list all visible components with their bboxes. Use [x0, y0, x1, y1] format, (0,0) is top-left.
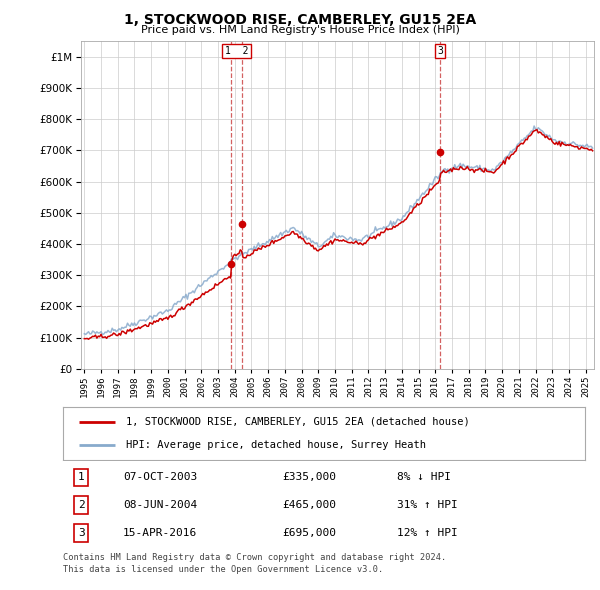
Text: 1, STOCKWOOD RISE, CAMBERLEY, GU15 2EA (detached house): 1, STOCKWOOD RISE, CAMBERLEY, GU15 2EA (… — [125, 417, 469, 427]
Text: Price paid vs. HM Land Registry's House Price Index (HPI): Price paid vs. HM Land Registry's House … — [140, 25, 460, 35]
Text: 31% ↑ HPI: 31% ↑ HPI — [397, 500, 458, 510]
Text: 8% ↓ HPI: 8% ↓ HPI — [397, 472, 451, 482]
Text: £695,000: £695,000 — [282, 528, 336, 538]
Text: 1, STOCKWOOD RISE, CAMBERLEY, GU15 2EA: 1, STOCKWOOD RISE, CAMBERLEY, GU15 2EA — [124, 13, 476, 27]
Text: 1  2: 1 2 — [225, 46, 248, 56]
Text: £335,000: £335,000 — [282, 472, 336, 482]
Text: Contains HM Land Registry data © Crown copyright and database right 2024.: Contains HM Land Registry data © Crown c… — [63, 553, 446, 562]
Text: 07-OCT-2003: 07-OCT-2003 — [123, 472, 197, 482]
Text: 08-JUN-2004: 08-JUN-2004 — [123, 500, 197, 510]
Text: 3: 3 — [78, 528, 85, 538]
Text: HPI: Average price, detached house, Surrey Heath: HPI: Average price, detached house, Surr… — [125, 440, 425, 450]
Text: 2: 2 — [78, 500, 85, 510]
Text: 15-APR-2016: 15-APR-2016 — [123, 528, 197, 538]
Text: This data is licensed under the Open Government Licence v3.0.: This data is licensed under the Open Gov… — [63, 565, 383, 573]
Text: 12% ↑ HPI: 12% ↑ HPI — [397, 528, 458, 538]
Text: £465,000: £465,000 — [282, 500, 336, 510]
Text: 3: 3 — [437, 46, 443, 56]
Text: 1: 1 — [78, 472, 85, 482]
